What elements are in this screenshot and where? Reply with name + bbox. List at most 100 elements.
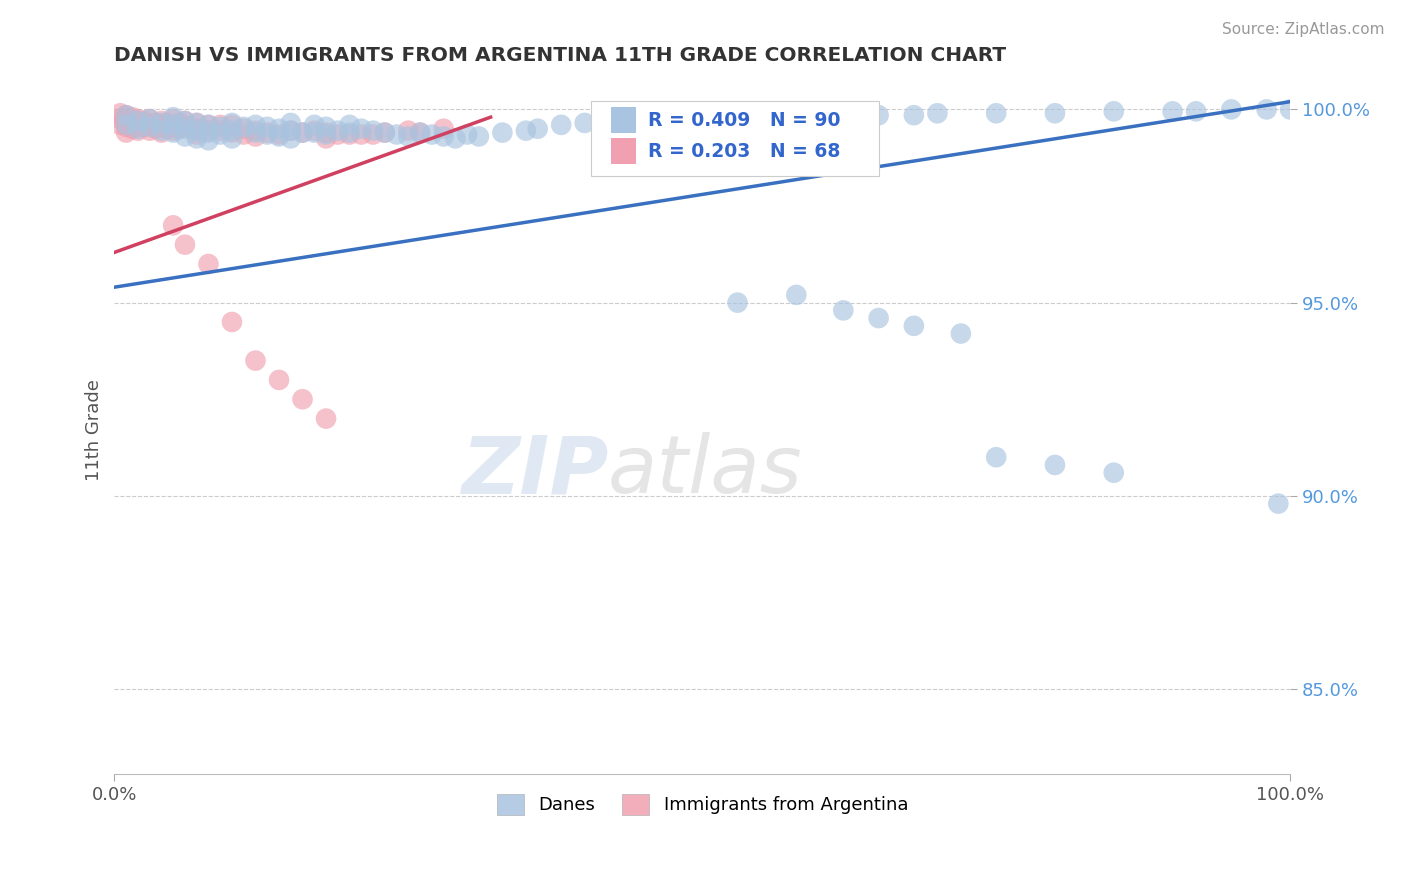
Point xyxy=(197,133,219,147)
Point xyxy=(186,123,208,137)
Point xyxy=(986,450,1008,465)
Point xyxy=(156,116,179,130)
Point xyxy=(186,131,208,145)
Point xyxy=(245,353,267,368)
Point xyxy=(174,114,197,128)
Point xyxy=(197,126,219,140)
Point xyxy=(256,128,278,142)
Point xyxy=(121,116,143,130)
Point xyxy=(127,123,149,137)
Point xyxy=(785,288,807,302)
Point xyxy=(267,128,290,142)
Point xyxy=(115,108,138,122)
Point xyxy=(174,120,197,134)
Point xyxy=(221,126,243,140)
Point xyxy=(245,129,267,144)
Point xyxy=(132,120,155,134)
Point xyxy=(304,126,326,140)
Point xyxy=(115,118,138,132)
Point xyxy=(150,114,173,128)
Point xyxy=(280,116,302,130)
Point xyxy=(245,126,267,140)
Point xyxy=(903,108,925,122)
Point xyxy=(374,126,396,140)
Point xyxy=(315,411,337,425)
Point xyxy=(132,114,155,128)
Point xyxy=(138,120,160,134)
Point xyxy=(361,123,384,137)
Point xyxy=(714,110,737,124)
Point xyxy=(291,126,314,140)
Point xyxy=(315,120,337,134)
Point xyxy=(1267,497,1289,511)
Point xyxy=(526,121,548,136)
Point xyxy=(162,126,184,140)
Point xyxy=(491,126,513,140)
Point xyxy=(350,121,373,136)
Point xyxy=(127,118,149,132)
Point xyxy=(162,110,184,124)
Text: ZIP: ZIP xyxy=(461,433,609,510)
Point xyxy=(209,118,232,132)
Point xyxy=(197,118,219,132)
Point xyxy=(115,120,138,134)
Point xyxy=(145,121,167,136)
Point xyxy=(121,110,143,124)
Point xyxy=(832,108,855,122)
Point xyxy=(280,123,302,137)
Point xyxy=(1256,103,1278,117)
Point xyxy=(256,126,278,140)
Point xyxy=(267,373,290,387)
Point xyxy=(433,121,456,136)
Point xyxy=(197,118,219,132)
Point xyxy=(174,237,197,252)
Point xyxy=(315,126,337,140)
Point xyxy=(574,116,596,130)
Point xyxy=(644,110,666,124)
Point xyxy=(232,121,254,136)
Point xyxy=(232,128,254,142)
Point xyxy=(690,114,713,128)
Point xyxy=(326,128,349,142)
Point xyxy=(550,118,572,132)
Point xyxy=(150,116,173,130)
Point xyxy=(1043,106,1066,120)
Point xyxy=(221,131,243,145)
Point xyxy=(110,118,132,132)
Point xyxy=(409,126,432,140)
Point xyxy=(374,126,396,140)
Point xyxy=(162,112,184,126)
Point xyxy=(1043,458,1066,472)
Point xyxy=(339,118,361,132)
FancyBboxPatch shape xyxy=(591,102,879,176)
Point xyxy=(396,123,419,137)
Point xyxy=(245,118,267,132)
Point xyxy=(1102,104,1125,119)
Point xyxy=(515,123,537,137)
Point xyxy=(209,120,232,134)
Point xyxy=(749,112,772,126)
Point xyxy=(1161,104,1184,119)
Point xyxy=(280,131,302,145)
Point xyxy=(162,123,184,137)
Point xyxy=(121,121,143,136)
Point xyxy=(339,126,361,140)
Point xyxy=(115,108,138,122)
Point xyxy=(927,106,949,120)
Point xyxy=(127,112,149,126)
Point xyxy=(785,110,807,124)
FancyBboxPatch shape xyxy=(610,138,637,164)
Point xyxy=(162,219,184,233)
Point xyxy=(186,116,208,130)
Point xyxy=(138,118,160,132)
Point xyxy=(903,318,925,333)
Text: atlas: atlas xyxy=(609,433,803,510)
Point xyxy=(1185,104,1208,119)
Point xyxy=(291,126,314,140)
Point xyxy=(350,128,373,142)
Point xyxy=(197,257,219,271)
Point xyxy=(1102,466,1125,480)
Point xyxy=(267,121,290,136)
Point xyxy=(315,128,337,142)
Point xyxy=(433,129,456,144)
